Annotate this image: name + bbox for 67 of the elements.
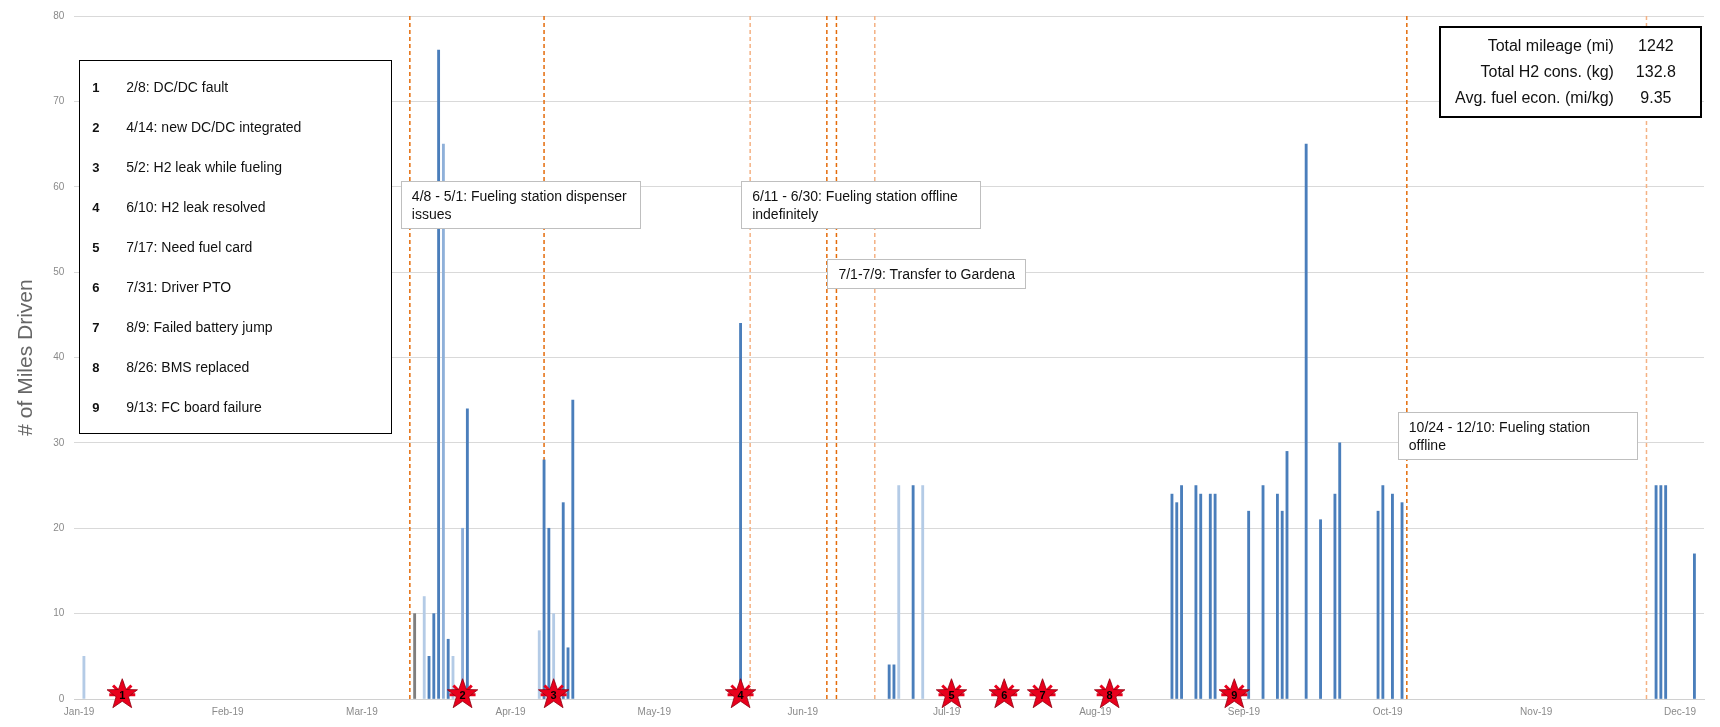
x-tick-label: Feb-19	[211, 705, 244, 717]
annotation: 9	[1231, 688, 1238, 701]
x-tick-label: Dec-19	[1663, 705, 1697, 717]
event-list: 1 2/8: DC/DC fault 2 4/14: new DC/DC integrated 3 5/2: H2 leak while fueling 4 6/10: H2 leak resolved 5 7/17: Need fuel card 6 7/31: Driver PTO 7 8/9: Failed battery jump 8 8/26: BMS replaced 9 9/13: FC board failure	[79, 60, 393, 434]
annotation: 7	[1039, 688, 1046, 701]
bar	[82, 655, 86, 699]
bar	[432, 613, 436, 699]
annotation: 5	[948, 688, 955, 701]
bar	[1180, 485, 1183, 699]
stats-table: Total mileage (mi) 1242 Total H2 cons. (kg) 132.8 Avg. fuel econ. (mi/kg) 9.35	[1439, 26, 1702, 118]
bar	[1304, 143, 1308, 699]
bar	[1213, 493, 1217, 699]
annotation: 8	[1106, 688, 1113, 701]
annotation: 2	[459, 688, 466, 701]
note-box: 4/8 - 5/1: Fueling station dispenser issues	[400, 181, 641, 230]
bar	[887, 664, 891, 699]
bar	[571, 399, 575, 699]
x-tick-label: Sep-19	[1227, 705, 1261, 717]
bar	[446, 638, 450, 699]
bar	[537, 630, 541, 699]
bar	[1175, 502, 1179, 699]
bar	[1199, 493, 1203, 699]
bar	[1208, 493, 1212, 699]
x-tick-label: Apr-19	[495, 705, 526, 717]
note-box: 7/1-7/9: Transfer to Gardena	[827, 259, 1027, 290]
x-tick-label: Jul-19	[933, 705, 961, 717]
bar	[561, 502, 565, 699]
x-tick-label: Mar-19	[346, 705, 379, 717]
note-box: 6/11 - 6/30: Fueling station offline indefinitely	[741, 181, 982, 230]
y-tick-label: 60	[53, 180, 65, 192]
bar	[911, 485, 915, 699]
annotation: 3	[550, 688, 557, 701]
annotation: 6	[1001, 688, 1008, 701]
bar	[1391, 493, 1394, 699]
x-tick-label: Aug-19	[1079, 705, 1112, 717]
note-box: 10/24 - 12/10: Fueling station offline	[1397, 411, 1638, 460]
bar	[921, 485, 925, 699]
annotation: 1	[119, 688, 126, 701]
y-tick-label: 50	[53, 265, 65, 277]
bar	[1333, 493, 1337, 699]
bar	[1692, 553, 1696, 699]
bar	[1381, 485, 1385, 699]
y-tick-label: 30	[53, 436, 65, 448]
bar	[1247, 510, 1251, 699]
x-tick-label: Jun-19	[787, 705, 819, 717]
bar	[422, 596, 426, 699]
bar	[1659, 485, 1663, 699]
bar	[1194, 485, 1198, 699]
x-tick-label: Oct-19	[1372, 705, 1404, 717]
y-tick-label: 40	[53, 351, 65, 363]
bar	[413, 613, 417, 699]
bar	[1664, 485, 1668, 699]
x-tick-label: Jan-19	[63, 705, 95, 717]
y-tick-label: 10	[53, 607, 65, 619]
bar	[1280, 510, 1284, 699]
annotation: 4	[737, 688, 745, 701]
bar	[1275, 493, 1279, 699]
bar	[1319, 519, 1322, 699]
y-tick-label: 20	[53, 522, 65, 533]
y-tick-label: 0	[58, 692, 65, 704]
y-axis-title: # of Miles Driven	[13, 279, 37, 436]
y-tick-label: 80	[53, 9, 65, 21]
bar	[897, 485, 901, 699]
x-tick-label: May-19	[637, 705, 672, 717]
y-tick-label: 70	[53, 95, 65, 107]
x-tick-label: Nov-19	[1520, 705, 1553, 717]
bar	[1338, 442, 1342, 699]
